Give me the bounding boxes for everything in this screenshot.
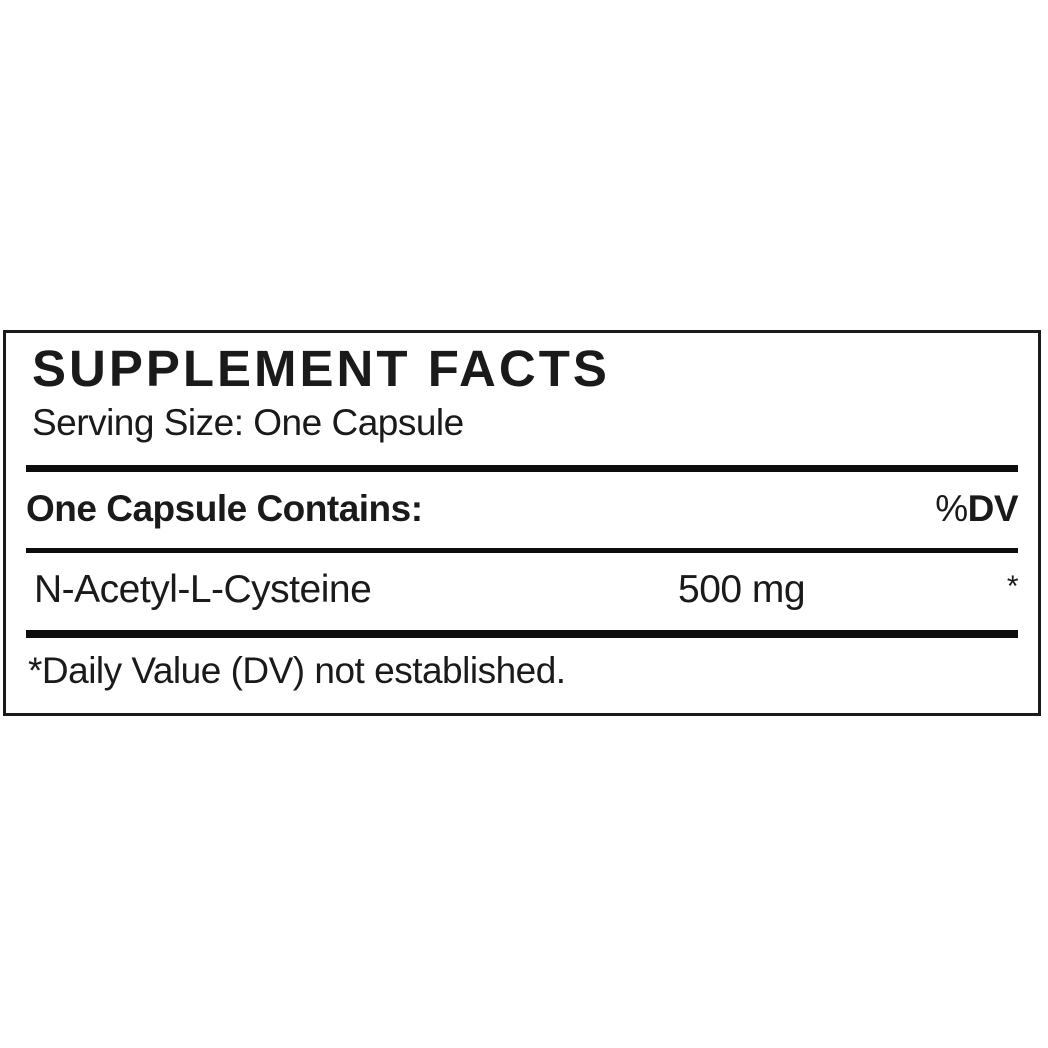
divider-medium	[26, 548, 1018, 554]
contains-label: One Capsule Contains:	[26, 487, 423, 529]
dv-header: %DV	[935, 487, 1019, 530]
contains-header-row: One Capsule Contains: %DV	[26, 487, 1019, 530]
percent-sign: %	[935, 487, 968, 529]
divider-heavy-bottom	[26, 630, 1018, 639]
ingredient-amount: 500 mg	[678, 568, 806, 612]
dv-label: DV	[967, 487, 1019, 529]
serving-size: Serving Size: One Capsule	[32, 402, 464, 443]
ingredient-name: N-Acetyl-L-Cysteine	[34, 568, 372, 612]
divider-heavy-top	[26, 464, 1018, 472]
panel-title: SUPPLEMENT FACTS	[32, 340, 610, 397]
supplement-facts-panel: SUPPLEMENT FACTS Serving Size: One Capsu…	[3, 330, 1041, 716]
ingredient-dv-asterisk: *	[1006, 570, 1019, 604]
ingredient-row: N-Acetyl-L-Cysteine 500 mg *	[26, 568, 1019, 613]
dv-footnote: *Daily Value (DV) not established.	[28, 650, 566, 692]
